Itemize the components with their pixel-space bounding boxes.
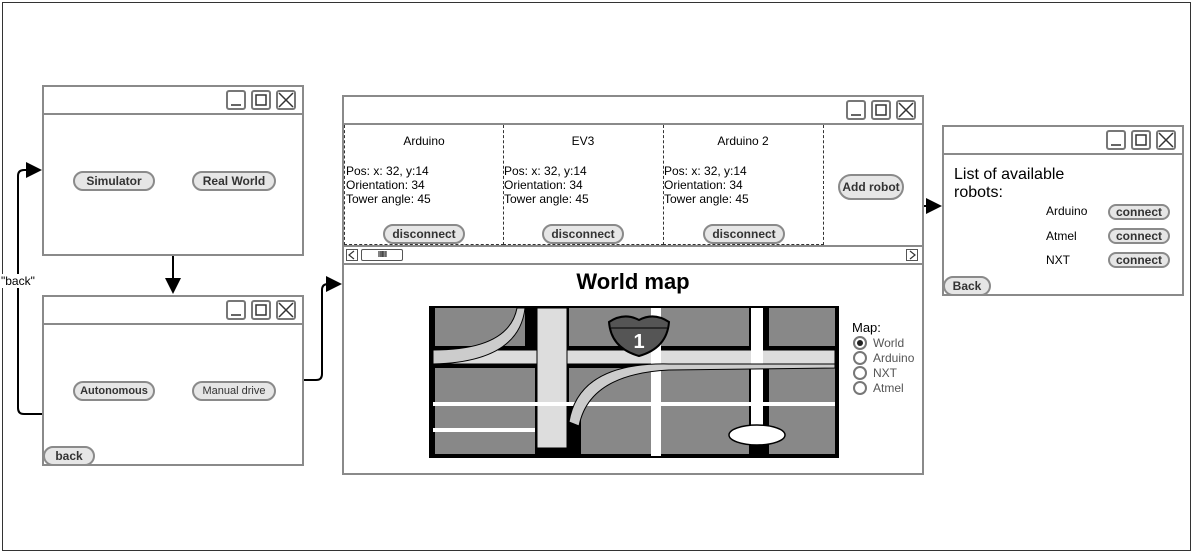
radio-icon[interactable] <box>853 381 867 395</box>
robots-window: Arduino Pos: x: 32, y:14 Orientation: 34… <box>342 95 924 475</box>
manual-drive-button[interactable]: Manual drive <box>192 381 276 401</box>
mode-window: Simulator Real World <box>42 85 304 256</box>
scroll-thumb[interactable]: IIIIIII <box>361 249 403 261</box>
robot-position: Pos: x: 32, y:14 <box>504 164 587 178</box>
robot-card: EV3 Pos: x: 32, y:14 Orientation: 34 Tow… <box>503 125 664 245</box>
disconnect-button[interactable]: disconnect <box>383 224 465 244</box>
robot-orientation: Orientation: 34 <box>664 178 743 192</box>
maximize-icon[interactable] <box>1131 130 1151 150</box>
autonomous-button[interactable]: Autonomous <box>73 381 155 401</box>
available-title-line2: robots: <box>954 184 1003 201</box>
robot-name: Atmel <box>1046 229 1077 243</box>
robot-name: Arduino <box>1046 204 1088 218</box>
map-selector-label: Map: <box>852 320 881 335</box>
add-robot-button[interactable]: Add robot <box>838 174 904 200</box>
disconnect-button[interactable]: disconnect <box>542 224 624 244</box>
map-option-nxt[interactable]: NXT <box>853 366 897 380</box>
robot-orientation: Orientation: 34 <box>346 178 425 192</box>
maximize-icon[interactable] <box>251 300 271 320</box>
robot-name: NXT <box>1046 253 1070 267</box>
maximize-icon[interactable] <box>871 100 891 120</box>
map-title: World map <box>576 269 690 294</box>
minimize-icon[interactable] <box>1106 130 1126 150</box>
close-icon[interactable] <box>1156 130 1176 150</box>
scroll-left-icon[interactable] <box>346 249 358 261</box>
available-window-titlebar <box>944 127 1182 155</box>
disconnect-button[interactable]: disconnect <box>703 224 785 244</box>
radio-icon[interactable] <box>853 366 867 380</box>
maximize-icon[interactable] <box>251 90 271 110</box>
radio-icon[interactable] <box>853 351 867 365</box>
map-option-arduino[interactable]: Arduino <box>853 351 914 365</box>
close-icon[interactable] <box>896 100 916 120</box>
robot-position: Pos: x: 32, y:14 <box>664 164 747 178</box>
horizontal-scrollbar[interactable]: IIIIIII <box>344 245 922 265</box>
map-option-label: World <box>873 336 905 350</box>
map-option-label: Arduino <box>873 351 915 365</box>
map-option-label: NXT <box>873 366 897 380</box>
map-option-world[interactable]: World <box>853 336 904 350</box>
close-icon[interactable] <box>276 300 296 320</box>
robot-tower-angle: Tower angle: 45 <box>346 192 431 206</box>
close-icon[interactable] <box>276 90 296 110</box>
map-option-label: Atmel <box>873 381 904 395</box>
connect-button[interactable]: connect <box>1108 228 1170 244</box>
minimize-icon[interactable] <box>846 100 866 120</box>
drive-window: Autonomous Manual drive back <box>42 295 304 466</box>
connect-button[interactable]: connect <box>1108 204 1170 220</box>
minimize-icon[interactable] <box>226 90 246 110</box>
robots-window-titlebar <box>344 97 922 125</box>
real-world-button[interactable]: Real World <box>192 171 276 191</box>
robot-card: Arduino Pos: x: 32, y:14 Orientation: 34… <box>344 125 504 245</box>
back-button[interactable]: Back <box>943 276 991 296</box>
robot-card: Arduino 2 Pos: x: 32, y:14 Orientation: … <box>663 125 824 245</box>
mode-window-titlebar <box>44 87 302 115</box>
robot-tower-angle: Tower angle: 45 <box>664 192 749 206</box>
minimize-icon[interactable] <box>226 300 246 320</box>
robot-orientation: Orientation: 34 <box>504 178 583 192</box>
robot-tower-angle: Tower angle: 45 <box>504 192 589 206</box>
simulator-button[interactable]: Simulator <box>73 171 155 191</box>
radio-selected-icon[interactable] <box>853 336 867 350</box>
back-edge-label: "back" <box>1 274 35 288</box>
connect-button[interactable]: connect <box>1108 252 1170 268</box>
available-title-line1: List of available <box>954 166 1065 183</box>
back-button[interactable]: back <box>43 446 95 466</box>
map-option-atmel[interactable]: Atmel <box>853 381 904 395</box>
available-robots-window: List of available robots: Arduino connec… <box>942 125 1184 296</box>
scroll-right-icon[interactable] <box>906 249 918 261</box>
drive-window-titlebar <box>44 297 302 325</box>
world-map-image: 1 <box>429 306 839 458</box>
robot-name: Arduino <box>403 134 445 148</box>
robot-name: EV3 <box>571 134 595 148</box>
robot-name: Arduino 2 <box>717 134 769 148</box>
road-sign-number: 1 <box>633 331 644 353</box>
robot-position: Pos: x: 32, y:14 <box>346 164 429 178</box>
